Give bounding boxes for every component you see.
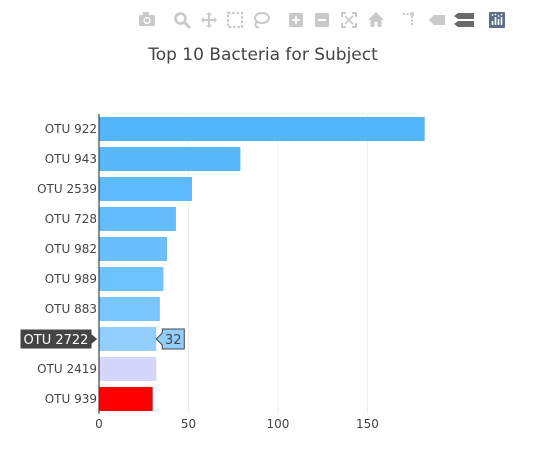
bar[interactable]	[99, 267, 164, 291]
hover-closest-icon	[429, 15, 445, 25]
hover-tooltip: OTU 2722 32	[19, 328, 185, 350]
bar[interactable]	[99, 297, 160, 321]
bar[interactable]	[99, 387, 153, 411]
chart-title: Top 10 Bacteria for Subject	[147, 45, 378, 65]
y-tick-label: OTU 943	[45, 152, 97, 166]
lasso-icon	[254, 12, 270, 29]
x-tick-label: 150	[356, 417, 379, 431]
y-tick-label: OTU 939	[45, 392, 97, 406]
hover-value-box	[155, 328, 185, 350]
hover-compare-icon	[454, 13, 474, 27]
x-tick-labels: 0 50 100 150	[95, 417, 379, 431]
home-icon	[368, 12, 384, 27]
plus-box-icon	[289, 13, 303, 27]
camera-icon	[139, 12, 155, 26]
bar[interactable]	[99, 117, 425, 141]
y-tick-label: OTU 922	[45, 122, 97, 136]
x-tick-label: 100	[266, 417, 289, 431]
bar[interactable]	[99, 357, 157, 381]
y-tick-label: OTU 982	[45, 242, 97, 256]
autoscale-button[interactable]	[339, 10, 359, 30]
minus-box-icon	[315, 13, 329, 27]
hover-axis-label-box	[19, 328, 99, 350]
box-select-icon	[226, 11, 244, 29]
hover-closest-button[interactable]	[427, 10, 447, 30]
zoom-out-button[interactable]	[312, 10, 332, 30]
plotly-logo-icon	[489, 12, 505, 28]
pan-arrows-icon	[201, 12, 217, 28]
reset-axes-button[interactable]	[366, 10, 386, 30]
y-tick-labels: OTU 922 OTU 943 OTU 2539 OTU 728 OTU 982 OTU …	[37, 122, 97, 406]
box-select-button[interactable]	[225, 10, 245, 30]
spike-lines-button[interactable]	[399, 10, 419, 30]
zoom-in-button[interactable]	[286, 10, 306, 30]
y-tick-label: OTU 883	[45, 302, 97, 316]
hover-value-label: 32	[165, 333, 182, 348]
y-tick-label: OTU 989	[45, 272, 97, 286]
pan-button[interactable]	[199, 10, 219, 30]
y-tick-label: OTU 728	[45, 212, 97, 226]
zoom-button[interactable]	[172, 10, 192, 30]
x-tick-label: 50	[181, 417, 196, 431]
autoscale-icon	[341, 12, 357, 28]
download-plot-button[interactable]	[137, 10, 157, 30]
hover-axis-label: OTU 2722	[24, 333, 89, 348]
bar[interactable]	[99, 237, 167, 261]
bars	[99, 117, 425, 411]
lasso-select-button[interactable]	[251, 10, 271, 30]
y-tick-label: OTU 2539	[37, 182, 97, 196]
hover-compare-button[interactable]	[454, 10, 474, 30]
bar[interactable]	[99, 207, 176, 231]
modebar	[137, 10, 507, 30]
plotly-logo-button[interactable]	[487, 10, 507, 30]
y-tick-label: OTU 2419	[37, 362, 97, 376]
bar[interactable]	[99, 177, 193, 201]
x-tick-label: 0	[95, 417, 103, 431]
bar[interactable]	[99, 327, 157, 351]
magnifier-icon	[174, 12, 191, 29]
spike-lines-icon	[403, 12, 414, 25]
bar[interactable]	[99, 147, 241, 171]
